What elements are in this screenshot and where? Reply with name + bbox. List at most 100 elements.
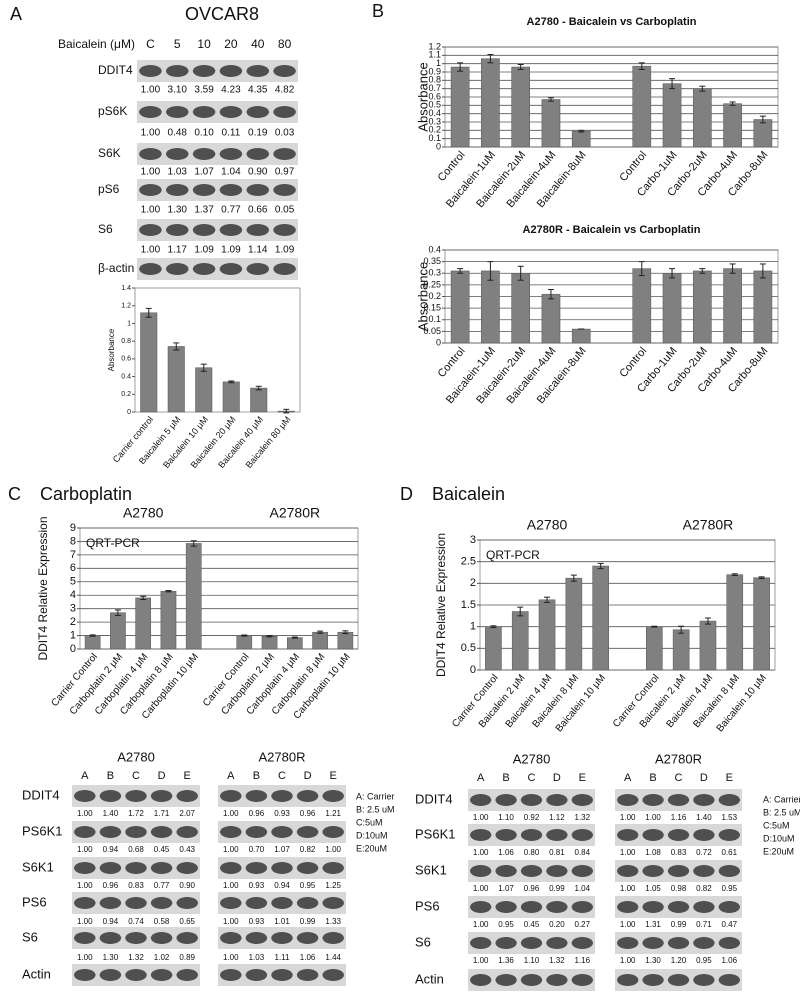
quant-label: 4.82	[275, 85, 295, 96]
lane-label: A	[81, 770, 89, 782]
blot-band	[192, 65, 216, 77]
row-label: DDIT4	[98, 63, 133, 77]
lane-label: D	[304, 770, 312, 782]
blot-band	[470, 794, 492, 806]
quant-label: 1.04	[221, 167, 241, 178]
quant-label: 1.00	[141, 205, 161, 216]
quant-label: 1.08	[645, 848, 661, 857]
blot-band	[495, 794, 517, 806]
quant-label: 0.95	[300, 881, 316, 890]
blot-band	[192, 224, 216, 236]
group-label: A2780R	[683, 517, 734, 533]
blot-band	[470, 937, 492, 949]
lane-label: 40	[251, 37, 265, 51]
quant-label: 0.48	[168, 128, 188, 139]
lane-label: E	[579, 772, 586, 784]
blot-band	[271, 969, 293, 981]
quant-label: 0.72	[696, 848, 712, 857]
bar	[312, 631, 328, 650]
y-tick-label: 3	[70, 603, 76, 615]
quant-label: 0.43	[179, 845, 195, 854]
lane-label: A	[624, 772, 632, 784]
quant-label: 1.03	[168, 167, 188, 178]
y-tick-label: 0	[70, 643, 76, 655]
quant-label: 0.96	[524, 884, 540, 893]
blot-band	[220, 826, 242, 838]
quant-label: 1.32	[128, 953, 144, 962]
bar	[538, 599, 556, 671]
blot-band	[667, 901, 690, 913]
blot-band	[571, 829, 593, 841]
quant-label: 0.94	[103, 917, 119, 926]
key-label: A: Carrier	[763, 794, 800, 804]
panel-letter: D	[400, 484, 413, 504]
x-tick-label: Carrier Control	[611, 673, 662, 730]
blot-band	[220, 969, 242, 981]
row-label: PS6	[415, 898, 440, 913]
quant-label: 1.04	[575, 884, 591, 893]
lane-label: E	[330, 770, 337, 782]
lane-label: E	[184, 770, 191, 782]
bar	[753, 119, 773, 148]
y-tick-label: 0.6	[428, 91, 441, 101]
bar	[632, 268, 652, 344]
quant-label: 1.00	[223, 845, 239, 854]
quant-label: 1.00	[325, 845, 341, 854]
group-label: A2780	[123, 505, 164, 521]
quant-label: 0.82	[300, 845, 316, 854]
blot-band	[667, 794, 690, 806]
bar	[662, 273, 682, 344]
blot-band	[74, 932, 96, 944]
group-label: A2780R	[655, 751, 702, 766]
blot-band	[617, 794, 639, 806]
bar	[632, 65, 652, 148]
y-tick-label: 7	[70, 549, 76, 561]
blot-band	[470, 865, 492, 877]
row-label: Actin	[415, 971, 444, 986]
blot-band	[246, 106, 270, 118]
quant-label: 0.45	[154, 845, 170, 854]
bar	[286, 637, 303, 650]
quant-label: 0.99	[671, 920, 687, 929]
blot-band	[693, 937, 715, 949]
bar	[592, 565, 609, 671]
quant-label: 1.32	[575, 813, 591, 822]
blot-band	[470, 901, 492, 913]
blot-band	[271, 862, 293, 874]
blot-band	[150, 897, 173, 909]
blot-band	[125, 969, 147, 981]
quant-label: 0.95	[722, 884, 738, 893]
quant-label: 4.23	[221, 85, 241, 96]
lane-label: D	[158, 770, 166, 782]
blot-band	[322, 897, 344, 909]
quant-label: 1.40	[696, 813, 712, 822]
blot-band	[219, 263, 243, 275]
blot-band	[165, 65, 189, 77]
blot-band	[571, 974, 593, 986]
bar	[485, 626, 502, 671]
quant-label: 1.31	[645, 920, 661, 929]
quant-label: 1.07	[194, 167, 214, 178]
blot-band	[617, 865, 639, 877]
quant-label: 1.09	[221, 245, 241, 256]
quant-label: 0.74	[128, 917, 144, 926]
treatment-label: Baicalein (μM)	[58, 37, 135, 51]
quant-label: 1.44	[325, 953, 341, 962]
quant-label: 0.93	[249, 881, 265, 890]
key-label: B: 2.5 uM	[763, 807, 800, 817]
blot-band	[546, 974, 568, 986]
quant-label: 0.10	[194, 128, 214, 139]
quant-label: 1.00	[473, 813, 489, 822]
bar	[753, 270, 773, 344]
row-label: S6	[98, 222, 113, 236]
quant-label: 0.03	[275, 128, 295, 139]
y-axis-label: Absorbance	[415, 62, 430, 131]
blot-band	[176, 897, 198, 909]
blot-band	[296, 790, 319, 802]
y-tick-label: 2	[470, 577, 476, 589]
y-tick-label: 8	[70, 535, 76, 547]
quant-label: 0.61	[722, 848, 738, 857]
y-tick-label: 1.2	[428, 41, 441, 51]
quant-label: 1.00	[223, 953, 239, 962]
bar	[571, 130, 591, 148]
